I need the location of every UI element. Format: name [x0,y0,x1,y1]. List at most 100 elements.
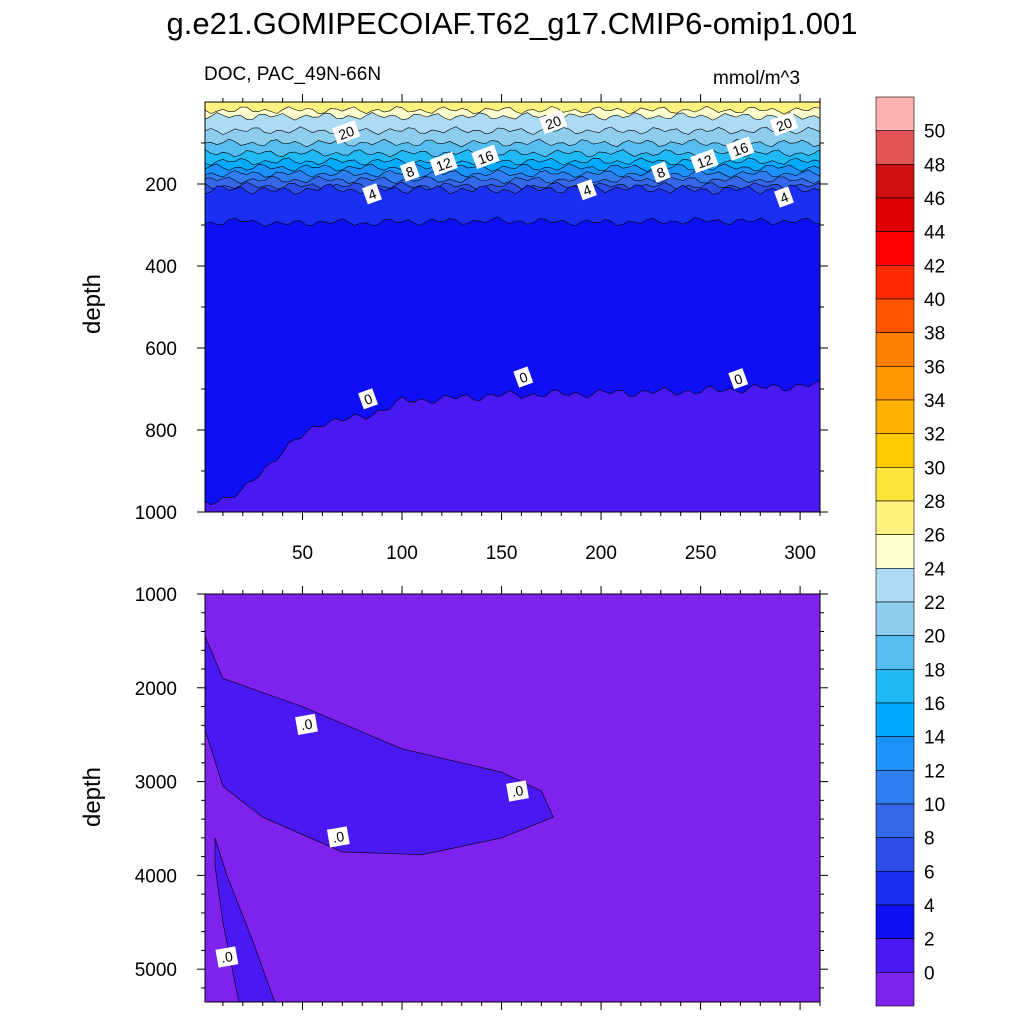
contour-label-text: .0 [331,828,345,846]
lower-y-tick-label: 2000 [135,679,177,700]
lower-panel: 1000 2000 3000 4000 5000 .0 .0 .0 .0 [135,585,828,1010]
lower-y-tick-label: 4000 [135,866,177,887]
contour-label-text: 16 [730,139,750,159]
colorbar-label: 32 [924,425,945,446]
colorbar-label: 38 [924,324,945,345]
colorbar-swatch [875,298,915,333]
contour-label-bg [295,713,318,735]
contour-label-0: 0 [358,388,378,410]
colorbar-label: 48 [924,155,945,176]
contour-label-bg [774,186,794,208]
contour-label-text: 20 [336,122,356,142]
contour-label-text: 20 [774,114,794,134]
contour-label-12: 12 [429,151,458,176]
lower-y-tick-label: 3000 [135,773,177,794]
colorbar-label: 26 [924,526,945,547]
contour-label-text: 20 [543,112,563,132]
colorbar-swatch [875,366,915,401]
units-label: mmol/m^3 [713,68,801,89]
lower-y-tick-label: 5000 [135,960,177,981]
contour-label-bg [331,120,361,145]
contour-label-text: 12 [434,154,454,174]
contour-label-bg [538,109,568,135]
contour-label-bg [728,368,749,390]
colorbar-label: 16 [924,694,945,715]
colorbar-swatch [875,972,915,1007]
contour-label-4: 4 [577,179,597,201]
upper-x-tick-label: 200 [585,543,617,564]
colorbar-label: 0 [924,963,935,984]
contour-band-0 [204,380,821,513]
colorbar-swatch [875,601,915,636]
contour-label-text: .0 [299,715,313,733]
colorbar-label: 24 [924,559,946,580]
colorbar-label: 50 [924,122,945,143]
contour-label-0: 0 [728,368,749,390]
contour-label-8: 8 [650,161,671,183]
colorbar-label: 20 [924,627,945,648]
contour-label-4: 4 [362,183,382,205]
contour-label-8: 8 [399,160,420,182]
colorbar-label: 28 [924,492,945,513]
upper-x-tick-label: 250 [685,543,717,564]
colorbar-swatch [875,130,915,165]
colorbar-swatch [875,467,915,502]
contour-label-bg [726,136,755,161]
colorbar-label: 44 [924,223,946,244]
contour-label-text: 16 [476,147,496,167]
contour-label-text: .0 [510,782,524,800]
contour-label-bg [513,366,534,388]
colorbar: 5048464442403836343230282624222018161412… [875,96,946,1007]
contour-label-text: .0 [220,948,234,966]
upper-x-tick-label: 50 [292,543,313,564]
colorbar-label: 42 [924,256,945,277]
colorbar-label: 10 [924,795,945,816]
colorbar-swatch [875,702,915,737]
contour-label-bg [650,161,671,183]
contour-label-bg [362,183,382,205]
contour-label-zero: .0 [506,780,529,802]
colorbar-label: 36 [924,357,945,378]
colorbar-swatch [875,568,915,603]
colorbar-label: 12 [924,761,945,782]
colorbar-label: 18 [924,660,945,681]
colorbar-swatch [875,904,915,939]
colorbar-swatch [875,265,915,300]
contour-label-20: 20 [538,109,568,135]
contour-label-16: 16 [471,144,500,169]
contour-label-bg [326,826,350,848]
colorbar-swatch [875,736,915,771]
colorbar-swatch [875,231,915,266]
colorbar-swatch [875,669,915,704]
colorbar-swatch [875,770,915,805]
contour-label-bg [399,160,420,182]
contour-label-text: 12 [695,151,715,171]
colorbar-swatch [875,534,915,569]
contour-label-12: 12 [690,148,719,174]
upper-x-tick-label: 100 [386,543,418,564]
colorbar-label: 22 [924,593,945,614]
contour-label-bg [471,144,500,169]
contour-label-16: 16 [726,136,755,161]
colorbar-swatch [875,433,915,468]
colorbar-swatch [875,96,915,131]
contour-label-bg [506,780,529,802]
upper-y-tick-label: 200 [145,175,177,196]
contour-label-bg [215,946,239,968]
lower-frame [204,593,821,1003]
lower-y-tick-label: 1000 [135,585,177,606]
colorbar-swatch [875,164,915,199]
colorbar-label: 46 [924,189,945,210]
contour-label-zero: .0 [326,826,350,848]
colorbar-swatch [875,938,915,973]
colorbar-swatch [875,500,915,535]
colorbar-label: 14 [924,728,946,749]
contour-label-bg [577,179,597,201]
upper-y-tick-label: 800 [145,421,177,442]
colorbar-label: 34 [924,391,946,412]
colorbar-swatch [875,803,915,838]
upper-x-tick-label: 150 [486,543,518,564]
contour-label-zero: .0 [295,713,318,735]
